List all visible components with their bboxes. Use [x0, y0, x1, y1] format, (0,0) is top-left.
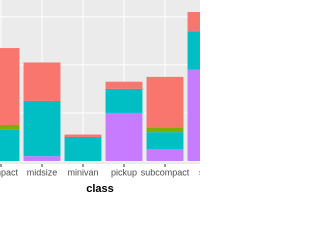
bar-segment [23, 156, 61, 161]
bar-segment [187, 31, 200, 70]
x-tick-label: pickup [111, 167, 137, 177]
bar-segment [23, 100, 61, 157]
x-tick-label: compact [0, 167, 19, 177]
bar-segment [187, 69, 200, 161]
x-tick-label: subcompact [141, 167, 190, 177]
bar-segment [146, 148, 184, 161]
x-axis-title: class [86, 183, 114, 195]
bar-segment [64, 134, 102, 137]
chart: class compact midsize minivan pickup subcomp… [0, 0, 200, 195]
x-tick-label: midsize [27, 167, 58, 177]
bar-segment [105, 112, 143, 161]
bar-segment [146, 127, 184, 133]
bar-segment [64, 136, 102, 161]
x-tick-label: minivan [67, 167, 98, 177]
bar-segment [0, 129, 20, 161]
bar-segment [146, 132, 184, 149]
bar-segment [146, 76, 184, 128]
bar-segment [0, 48, 20, 125]
bar-segment [187, 12, 200, 32]
bar-segment [105, 81, 143, 89]
x-tick-label: suv [199, 167, 200, 177]
bar-segment [105, 88, 143, 113]
bar-segment [23, 62, 61, 101]
bar-segment [0, 124, 20, 130]
